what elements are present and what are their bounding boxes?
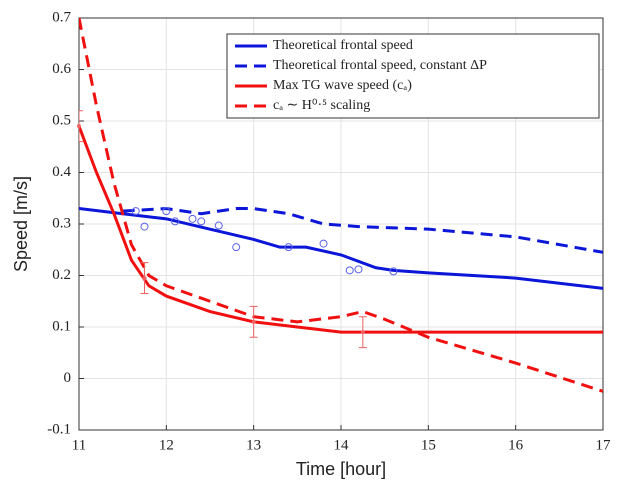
y-tick-label: 0 [64, 370, 72, 386]
x-tick-label: 14 [334, 437, 350, 453]
x-tick-label: 17 [596, 437, 612, 453]
y-tick-label: 0.7 [52, 9, 71, 25]
series-line [79, 207, 603, 290]
data-point [354, 265, 363, 274]
data-point [389, 267, 398, 276]
error-point [77, 124, 81, 129]
y-tick-label: 0.1 [52, 318, 71, 334]
legend-label: Theoretical frontal speed, constant ΔP [273, 58, 487, 73]
y-tick-label: 0.3 [52, 215, 71, 231]
error-point [142, 276, 147, 281]
data-point [162, 207, 171, 216]
x-tick-label: 11 [72, 437, 86, 453]
legend-label: Theoretical frontal speed [273, 38, 413, 53]
y-tick-label: 0.6 [52, 61, 71, 77]
data-point [345, 266, 354, 275]
series-line [122, 207, 603, 254]
data-point [197, 217, 206, 226]
error-point [251, 319, 256, 324]
x-tick-label: 13 [246, 437, 261, 453]
plot-frame [78, 17, 604, 431]
y-tick-label: -0.1 [47, 421, 71, 437]
data-point [140, 222, 149, 231]
data-point [232, 243, 241, 252]
data-point [284, 243, 293, 252]
legend-label: cₐ ∼ H⁰·⁵ scaling [273, 98, 370, 113]
y-tick-label: 0.4 [52, 164, 71, 180]
x-tick-label: 12 [159, 437, 174, 453]
data-point [171, 217, 180, 226]
x-axis-label: Time [hour] [296, 459, 386, 479]
legend-box [226, 33, 600, 119]
y-tick-label: 0.2 [52, 267, 71, 283]
data-point [188, 214, 197, 223]
plot-layer [79, 18, 603, 393]
legend-label: Max TG wave speed (cₐ) [273, 78, 412, 93]
y-tick-label: 0.5 [52, 112, 71, 128]
x-tick-label: 15 [421, 437, 436, 453]
x-tick-label: 16 [508, 437, 524, 453]
error-point [360, 330, 365, 335]
data-point [214, 221, 223, 230]
data-point [319, 239, 328, 248]
series-line [79, 125, 603, 334]
y-axis-label: Speed [m/s] [11, 176, 31, 272]
error-bar [79, 110, 83, 143]
data-point [131, 207, 140, 216]
